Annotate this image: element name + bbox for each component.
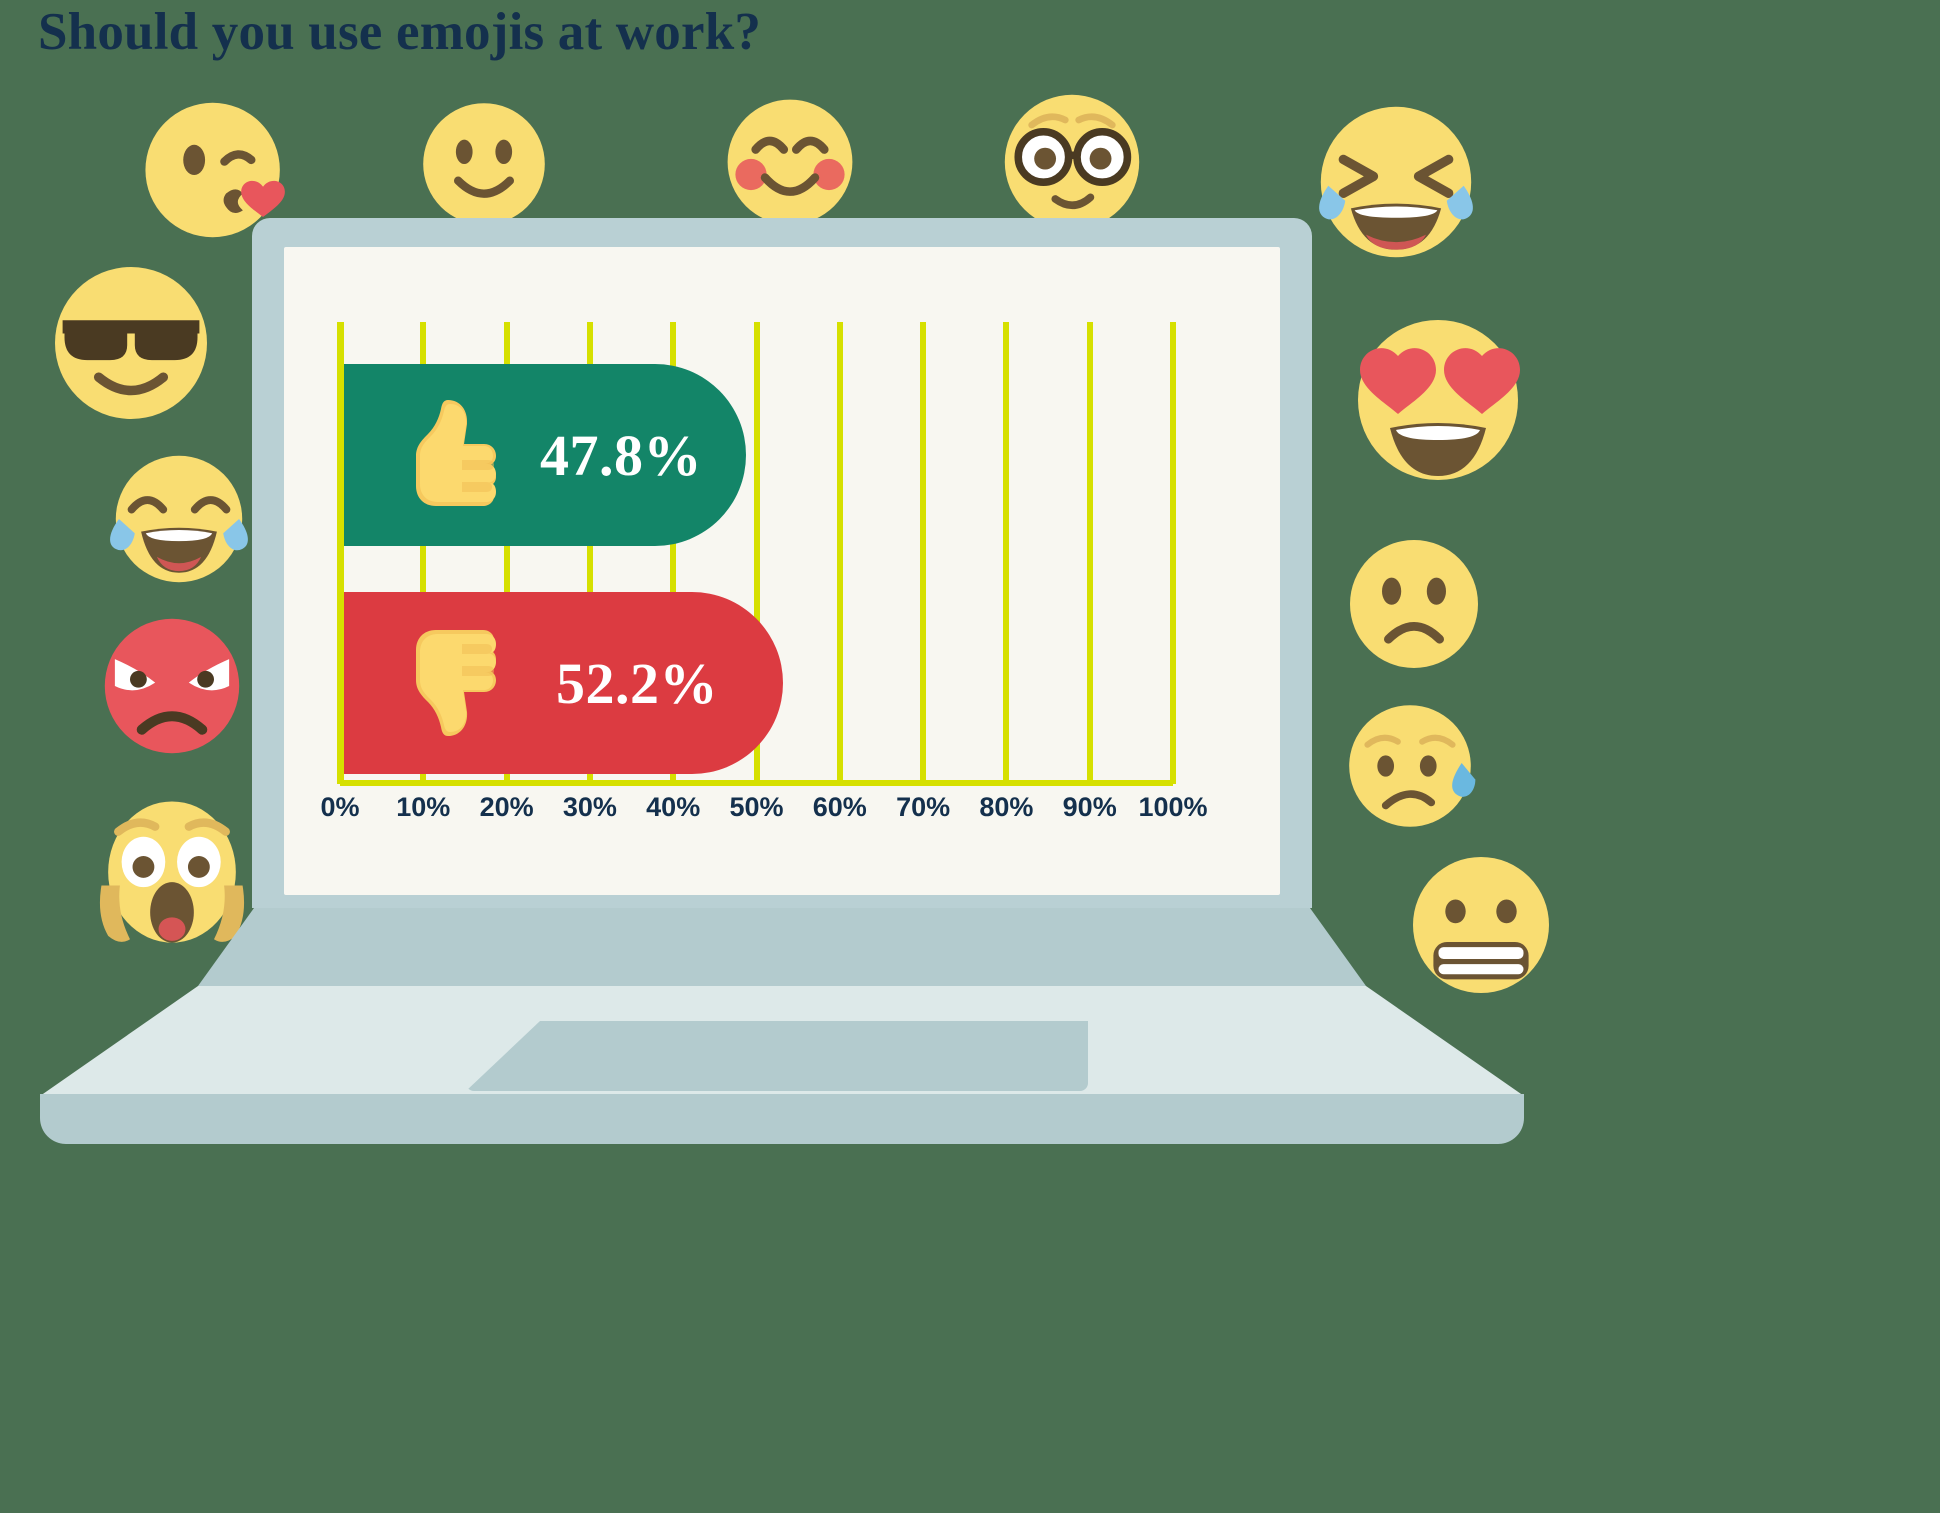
gridline-100 <box>1170 322 1176 784</box>
thumbs-up-icon <box>406 394 498 512</box>
nerd-face-emoji <box>988 78 1156 246</box>
bar-negative[interactable]: 52.2% <box>344 592 783 774</box>
gridline-60 <box>836 322 843 784</box>
gridline-70 <box>920 322 927 784</box>
slightly-smiling-emoji <box>408 88 560 240</box>
gridline-50 <box>753 322 760 784</box>
x-tick-label-20: 20% <box>479 792 534 822</box>
chart-x-axis-labels: 0% 10% 20% 30% 40% 50% 60% 70% 80% 90% 100% <box>320 792 1220 832</box>
bar-negative-value: 52.2% <box>556 650 718 716</box>
rolling-laughing-emoji <box>100 440 258 598</box>
x-tick-label-90: 90% <box>1062 792 1117 822</box>
x-tick-label-50: 50% <box>729 792 784 822</box>
screaming-fear-emoji <box>88 788 256 956</box>
laptop-hinge <box>198 908 1366 986</box>
thumbs-down-icon <box>406 624 498 742</box>
laptop-screen <box>284 247 1280 895</box>
gridline-90 <box>1086 322 1093 784</box>
x-tick-label-40: 40% <box>646 792 701 822</box>
x-tick-label-30: 30% <box>562 792 617 822</box>
chart-x-axis-line <box>340 780 1173 786</box>
page-title: Should you use emojis at work? <box>38 3 762 61</box>
x-tick-label-10: 10% <box>396 792 451 822</box>
x-tick-label-60: 60% <box>812 792 867 822</box>
gridline-40 <box>670 322 677 784</box>
heart-eyes-emoji <box>1338 300 1538 500</box>
blushing-smile-emoji <box>712 84 868 240</box>
bar-positive-value: 47.8% <box>540 422 702 488</box>
x-tick-label-0: 0% <box>320 792 360 822</box>
x-tick-label-80: 80% <box>979 792 1034 822</box>
grimacing-emoji <box>1396 840 1566 1010</box>
sunglasses-emoji <box>36 248 226 438</box>
x-tick-label-100: 100% <box>1138 792 1208 822</box>
slightly-frowning-emoji <box>1334 524 1494 684</box>
chart-plot-area: 47.8% 52.2% <box>337 322 1176 786</box>
x-tick-label-70: 70% <box>896 792 951 822</box>
gridline-0 <box>337 322 344 784</box>
laptop-base <box>40 1094 1524 1144</box>
gridline-80 <box>1003 322 1010 784</box>
bar-chart: 47.8% 52.2% 0% 10% 20% 30% 40% 5 <box>320 322 1220 862</box>
bar-positive[interactable]: 47.8% <box>344 364 747 546</box>
angry-face-emoji <box>88 602 256 770</box>
gridline-30 <box>586 322 593 784</box>
tears-of-joy-emoji <box>1302 88 1490 276</box>
gridline-10 <box>420 322 427 784</box>
kissing-heart-emoji <box>132 86 300 254</box>
sad-relieved-emoji <box>1334 690 1486 842</box>
gridline-20 <box>503 322 510 784</box>
laptop-trackpad <box>466 1021 1088 1091</box>
